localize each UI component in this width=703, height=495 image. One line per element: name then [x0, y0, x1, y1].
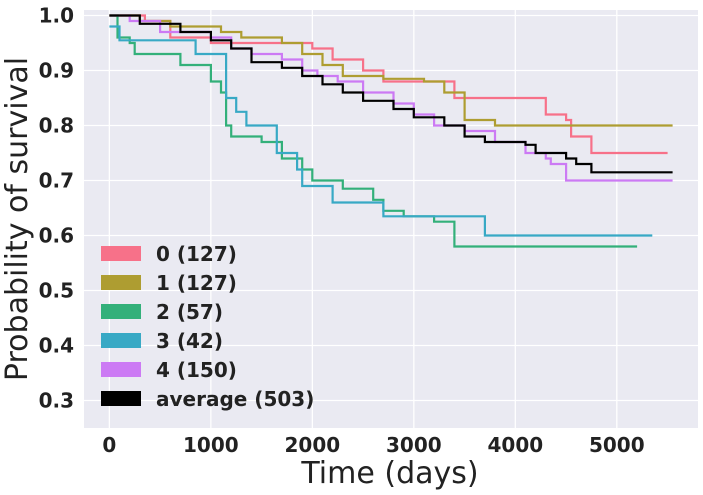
x-tick-label: 3000 [386, 433, 442, 457]
x-tick-label: 2000 [285, 433, 341, 457]
legend-swatch [101, 246, 141, 261]
legend-swatch [101, 275, 141, 290]
legend-swatch [101, 333, 141, 348]
series-line [109, 25, 653, 237]
legend: 0 (127) 1 (127) 2 (57) 3 (42) 4 (150) average… [101, 242, 314, 411]
legend-swatch [101, 304, 141, 319]
y-tick-label: 0.5 [39, 279, 74, 303]
x-axis-label: Time (days) [300, 456, 478, 491]
y-tick-label: 0.4 [39, 334, 74, 358]
legend-swatch [101, 362, 141, 377]
y-tick-label: 0.7 [39, 169, 74, 193]
legend-label: 4 (150) [156, 358, 237, 382]
legend-swatch [101, 391, 141, 406]
x-tick-label: 1000 [183, 433, 239, 457]
series-lines [109, 14, 673, 248]
legend-label: 1 (127) [156, 271, 237, 295]
legend-label: average (503) [156, 387, 314, 411]
y-tick-label: 0.8 [39, 114, 74, 138]
series-line [109, 14, 673, 127]
y-tick-label: 0.3 [39, 389, 74, 413]
series-line [109, 14, 668, 155]
x-tick-label: 5000 [589, 433, 645, 457]
series-line [109, 14, 673, 174]
x-tick-label: 0 [102, 433, 116, 457]
legend-label: 0 (127) [156, 242, 237, 266]
y-tick-label: 1.0 [39, 4, 74, 28]
y-tick-label: 0.9 [39, 59, 74, 83]
series-line [109, 14, 638, 248]
y-tick-label: 0.6 [39, 224, 74, 248]
legend-label: 2 (57) [156, 300, 223, 324]
y-tick-labels: 0.3 0.4 0.5 0.6 0.7 0.8 0.9 1.0 [39, 4, 74, 413]
x-tick-label: 4000 [487, 433, 543, 457]
x-tick-labels: 0 1000 2000 3000 4000 5000 [102, 433, 644, 457]
legend-label: 3 (42) [156, 329, 223, 353]
y-axis-label: Probability of survival [0, 57, 35, 381]
